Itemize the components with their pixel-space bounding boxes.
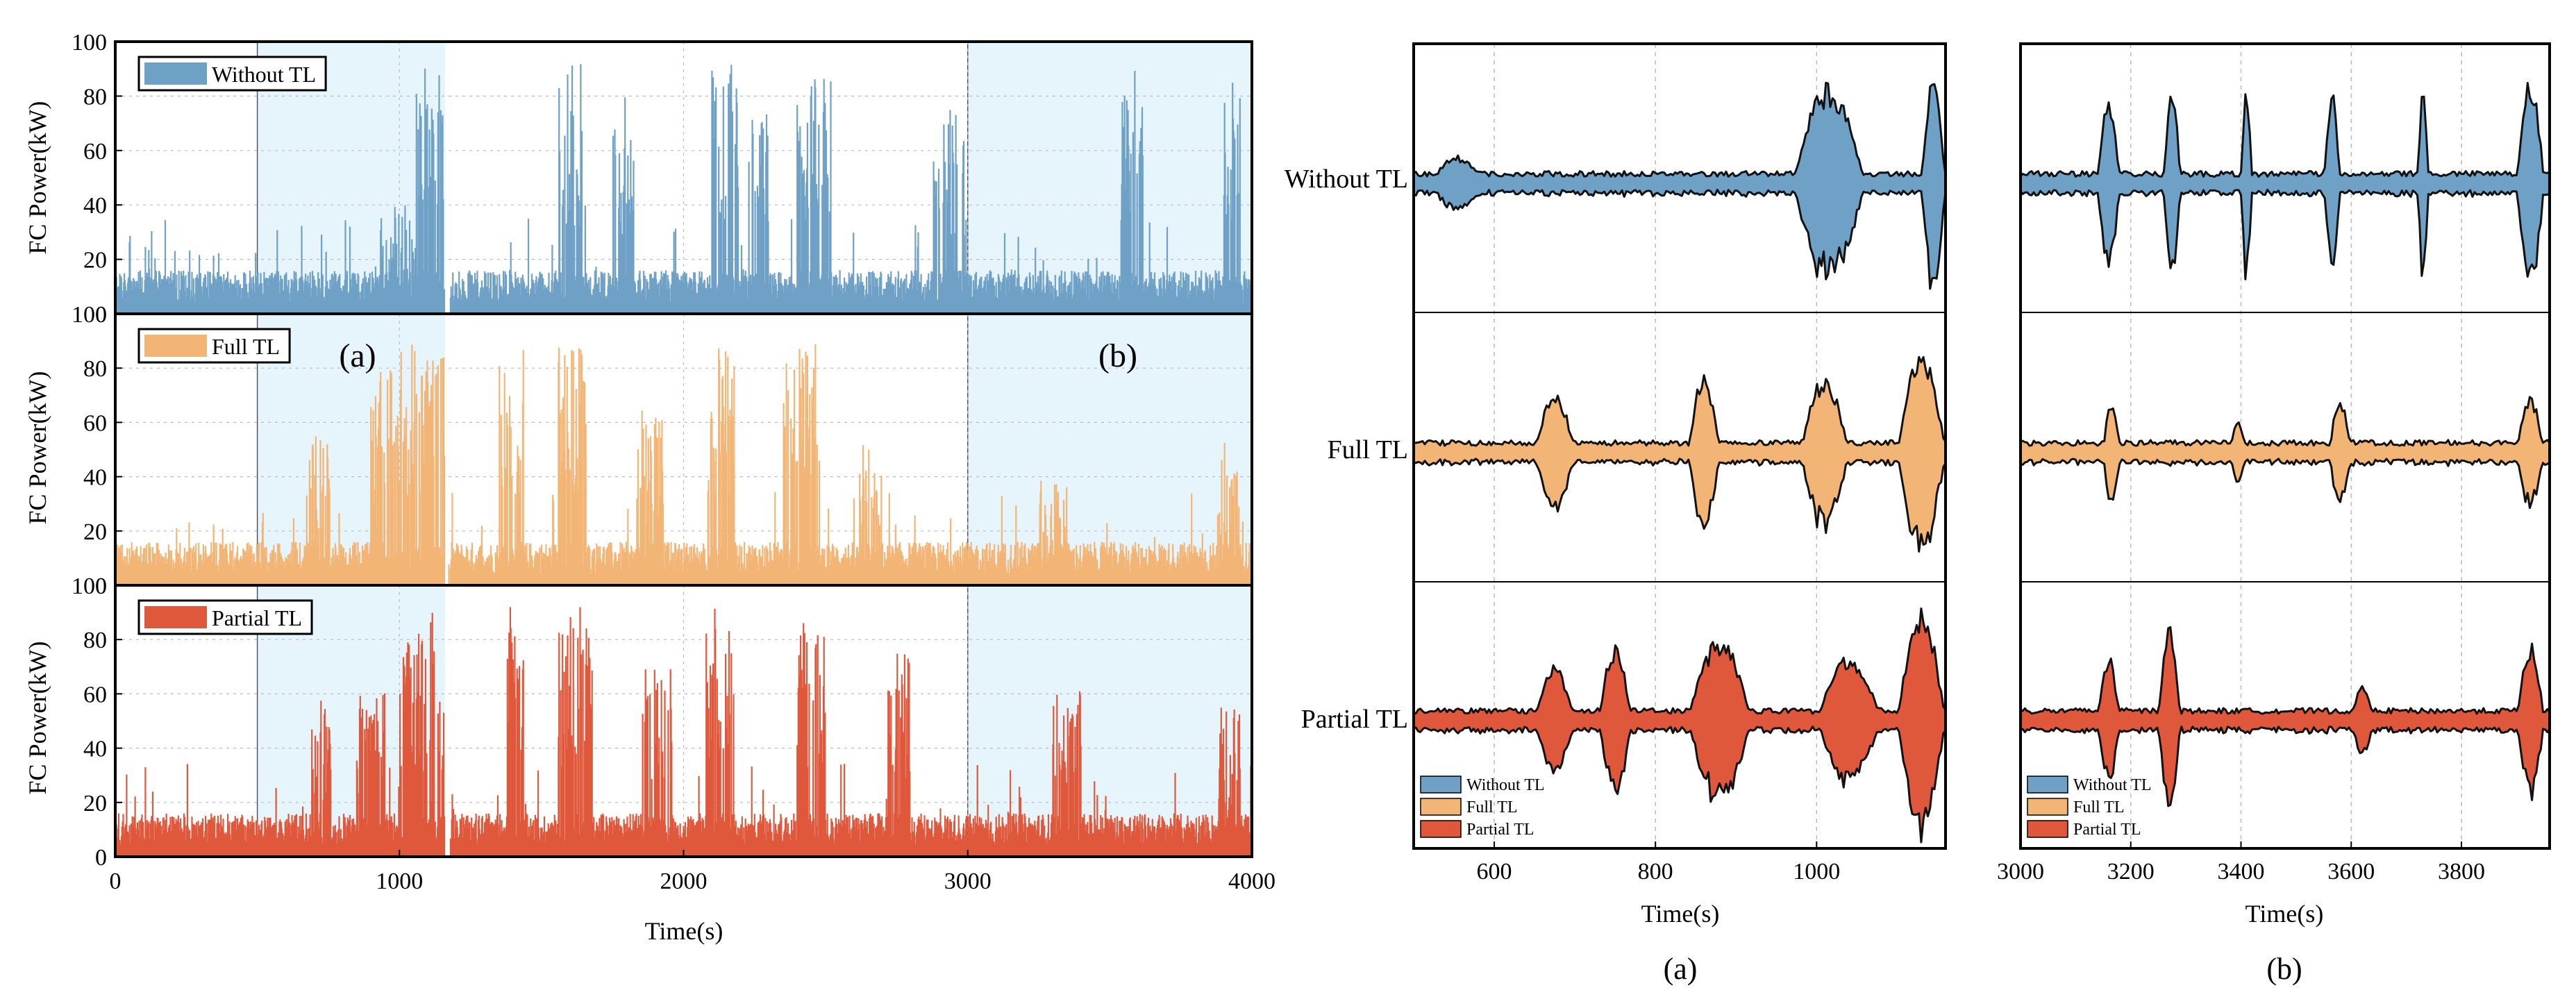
panel-legends: Without TL Full TL Partial TL bbox=[137, 56, 327, 635]
legend-swatch bbox=[144, 335, 207, 357]
y-tick-label: 60 bbox=[83, 139, 107, 165]
area-trace-0 bbox=[2019, 82, 2551, 280]
y-tick-label: 40 bbox=[83, 465, 107, 491]
highlight-region bbox=[967, 585, 1252, 857]
zoom-chart-a: 600 800 1000 Without TL Full TL Partial TL W… bbox=[1285, 42, 1947, 986]
legend-label: Partial TL bbox=[212, 605, 302, 630]
x-tick-label: 600 bbox=[1477, 859, 1512, 885]
caption-a: (a) bbox=[1664, 952, 1698, 986]
y-tick-label: 40 bbox=[83, 737, 107, 762]
x-tick-label: 2000 bbox=[660, 869, 708, 894]
area-traces bbox=[1412, 81, 1947, 844]
legend-label: Partial TL bbox=[1466, 821, 1534, 839]
y-tick-label: 100 bbox=[72, 302, 107, 328]
legend-swatch bbox=[1420, 798, 1462, 816]
row-label: Partial TL bbox=[1301, 705, 1408, 734]
area-traces bbox=[2019, 82, 2551, 807]
y-tick-label: 100 bbox=[72, 573, 107, 599]
legend-swatch bbox=[2027, 776, 2068, 794]
x-tick-label: 3400 bbox=[2218, 859, 2265, 885]
area-trace-1 bbox=[2019, 396, 2551, 510]
x-tick-labels: 3000 3200 3400 3600 3800 bbox=[1997, 859, 2485, 885]
legend-label: Without TL bbox=[2073, 776, 2152, 794]
legend-swatch bbox=[2027, 820, 2068, 838]
x-tick-label: 800 bbox=[1638, 859, 1673, 885]
series-traces bbox=[114, 64, 1253, 857]
y-axis-title-bottom: FC Power(kW) bbox=[24, 642, 51, 795]
y-axis-title-middle: FC Power(kW) bbox=[24, 371, 51, 525]
zoom-chart-b: 3000 3200 3400 3600 3800 Without TL Full TL Pa… bbox=[1997, 42, 2551, 986]
axes-frame bbox=[2019, 42, 2551, 850]
y-tick-label: 80 bbox=[83, 628, 107, 653]
row-label: Full TL bbox=[1328, 435, 1409, 464]
x-tick-label: 3000 bbox=[944, 869, 992, 894]
annotation-b: (b) bbox=[1098, 337, 1137, 374]
highlight-region bbox=[967, 42, 1252, 314]
legend: Without TL Full TL Partial TL bbox=[2027, 776, 2152, 839]
x-tick-label: 4000 bbox=[1228, 869, 1276, 894]
legend-label: Full TL bbox=[212, 334, 280, 359]
x-tick-label: 3800 bbox=[2438, 859, 2485, 885]
axes-frame-rect bbox=[2019, 42, 2551, 850]
x-tick-label: 0 bbox=[110, 869, 122, 894]
legend-swatch bbox=[1420, 776, 1462, 794]
legend-label: Partial TL bbox=[2073, 821, 2141, 839]
legend-swatch bbox=[144, 606, 207, 628]
x-tick-label: 1000 bbox=[376, 869, 423, 894]
x-tick-label: 3000 bbox=[1997, 859, 2044, 885]
legend-label: Full TL bbox=[1466, 798, 1518, 816]
x-axis-title: Time(s) bbox=[1641, 900, 1720, 928]
axes-frame bbox=[114, 40, 1253, 858]
x-tick-label: 3600 bbox=[2327, 859, 2375, 885]
axes-frame bbox=[1412, 42, 1947, 850]
legend-label: Without TL bbox=[1466, 776, 1545, 794]
legend: Without TL Full TL Partial TL bbox=[1420, 776, 1545, 839]
y-tick-label: 80 bbox=[83, 84, 107, 110]
legend-label: Full TL bbox=[2073, 798, 2125, 816]
row-label: Without TL bbox=[1285, 165, 1408, 194]
row-labels: Without TL Full TL Partial TL bbox=[1285, 165, 1408, 734]
legend-label: Without TL bbox=[212, 62, 316, 87]
y-tick-label: 0 bbox=[95, 573, 107, 599]
caption-b: (b) bbox=[2266, 952, 2302, 986]
legend-swatch bbox=[144, 62, 207, 85]
highlight-region bbox=[967, 314, 1252, 585]
x-tick-labels: 0 1000 2000 3000 4000 bbox=[110, 869, 1276, 894]
y-tick-label: 80 bbox=[83, 356, 107, 382]
y-tick-label: 20 bbox=[83, 791, 107, 816]
y-tick-label: 20 bbox=[83, 519, 107, 545]
grid-lines bbox=[115, 42, 1252, 857]
x-tick-labels: 600 800 1000 bbox=[1477, 859, 1841, 885]
y-tick-label: 60 bbox=[83, 410, 107, 436]
area-trace-0 bbox=[1412, 81, 1947, 290]
highlight-regions bbox=[256, 42, 1252, 857]
x-axis-title: Time(s) bbox=[645, 917, 724, 945]
y-tick-label: 100 bbox=[72, 30, 107, 56]
area-trace-1 bbox=[1412, 355, 1947, 553]
legend-swatch bbox=[1420, 820, 1462, 838]
x-axis-title: Time(s) bbox=[2245, 900, 2324, 928]
y-tick-label: 60 bbox=[83, 682, 107, 707]
y-tick-label: 0 bbox=[95, 845, 107, 871]
y-tick-label: 0 bbox=[95, 302, 107, 328]
legend-swatch bbox=[2027, 798, 2068, 816]
x-tick-label: 1000 bbox=[1793, 859, 1840, 885]
axes-frame-rect bbox=[1412, 42, 1947, 850]
x-tick-label: 3200 bbox=[2107, 859, 2155, 885]
y-tick-label: 40 bbox=[83, 193, 107, 219]
annotation-a: (a) bbox=[339, 337, 376, 374]
y-tick-label: 20 bbox=[83, 248, 107, 274]
y-axis-title-top: FC Power(kW) bbox=[24, 101, 51, 255]
